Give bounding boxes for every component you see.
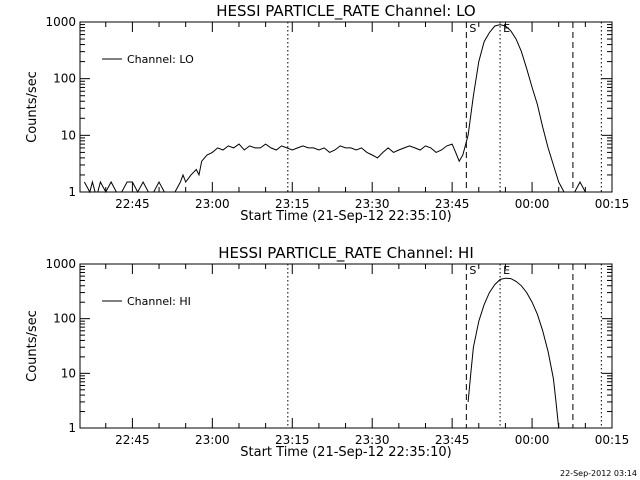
x-tick-label: 23:45 xyxy=(435,433,470,447)
x-tick-label: 00:15 xyxy=(595,433,630,447)
marker-label: E xyxy=(503,22,510,35)
x-tick-label: 00:00 xyxy=(515,433,550,447)
chart-title: HESSI PARTICLE_RATE Channel: LO xyxy=(216,2,475,21)
x-tick-label: 23:45 xyxy=(435,197,470,211)
y-tick-label: 1 xyxy=(68,421,76,435)
marker-label: S xyxy=(469,22,476,35)
x-tick-label: 23:15 xyxy=(275,433,310,447)
x-tick-label: 22:45 xyxy=(115,433,150,447)
y-axis-label: Counts/sec xyxy=(25,71,40,143)
x-axis-label: Start Time (21-Sep-12 22:35:10) xyxy=(240,445,451,460)
x-tick-label: 23:00 xyxy=(195,433,230,447)
marker-label: E xyxy=(503,264,510,277)
x-tick-label: 23:30 xyxy=(355,197,390,211)
y-tick-label: 10 xyxy=(61,366,76,380)
y-axis-label: Counts/sec xyxy=(25,310,40,382)
y-tick-label: 1 xyxy=(68,185,76,199)
x-tick-label: 00:15 xyxy=(595,197,630,211)
series-line xyxy=(467,277,560,429)
y-tick-label: 100 xyxy=(53,312,76,326)
x-tick-label: 00:00 xyxy=(515,197,550,211)
x-tick-label: 23:30 xyxy=(355,433,390,447)
plot-frame xyxy=(79,263,613,429)
plot-frame xyxy=(79,21,613,193)
y-tick-label: 1000 xyxy=(45,15,76,29)
panel-lo: HESSI PARTICLE_RATE Channel: LO Counts/se… xyxy=(25,2,629,224)
x-tick-label: 23:15 xyxy=(275,197,310,211)
x-tick-label: 22:45 xyxy=(115,197,150,211)
legend-entry: Channel: LO xyxy=(127,53,194,66)
marker-label: S xyxy=(469,264,476,277)
panel-hi: HESSI PARTICLE_RATE Channel: HI Counts/se… xyxy=(25,244,629,460)
y-tick-label: 10 xyxy=(61,128,76,142)
x-tick-label: 23:00 xyxy=(195,197,230,211)
footer-timestamp: 22-Sep-2012 03:14 xyxy=(560,469,637,478)
y-tick-label: 100 xyxy=(53,72,76,86)
y-tick-label: 1000 xyxy=(45,257,76,271)
series-line xyxy=(83,24,596,194)
x-axis-label: Start Time (21-Sep-12 22:35:10) xyxy=(240,209,451,224)
chart-title: HESSI PARTICLE_RATE Channel: HI xyxy=(218,244,474,263)
legend-entry: Channel: HI xyxy=(127,295,191,308)
